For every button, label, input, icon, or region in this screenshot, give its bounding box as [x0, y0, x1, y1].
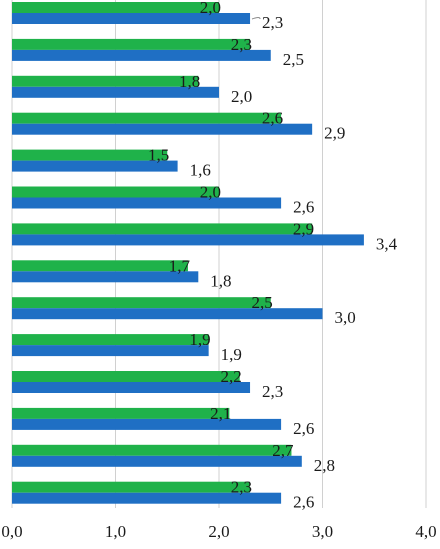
bar-green	[12, 481, 251, 493]
bar-blue	[12, 234, 364, 246]
data-label-blue: 2,6	[293, 493, 314, 512]
x-tick-label: 2,0	[208, 522, 229, 541]
data-label-green: 2,1	[210, 404, 231, 423]
bar-blue	[12, 492, 282, 504]
bar-blue	[12, 382, 251, 393]
data-label-green: 2,9	[293, 219, 314, 238]
bar-blue	[12, 123, 313, 135]
data-label-green: 2,7	[272, 441, 294, 460]
data-label-green: 2,3	[231, 478, 252, 497]
x-tick-label: 0,0	[1, 522, 22, 541]
bar-green	[12, 407, 230, 419]
data-label-green: 1,9	[189, 330, 210, 349]
bar-green	[12, 260, 188, 272]
data-label-blue: 2,0	[231, 87, 252, 106]
data-label-blue: 1,8	[210, 271, 231, 290]
bar-blue	[12, 197, 282, 209]
bar-green	[12, 186, 219, 198]
bar-green	[12, 223, 313, 235]
data-labels: 2,02,32,32,51,82,02,62,91,51,62,02,62,93…	[148, 0, 398, 512]
data-label-blue: 2,9	[324, 124, 345, 143]
bar-green	[12, 75, 199, 87]
data-label-blue: 2,3	[262, 382, 283, 401]
bar-green	[12, 334, 209, 346]
leader-line	[251, 17, 261, 20]
bar-blue	[12, 271, 199, 283]
data-label-green: 2,6	[262, 109, 283, 128]
data-label-blue: 3,4	[376, 234, 398, 253]
data-label-blue: 2,8	[314, 456, 335, 475]
data-label-blue: 2,6	[293, 198, 314, 217]
data-label-blue: 1,9	[221, 345, 242, 364]
data-label-green: 1,5	[148, 146, 169, 165]
data-label-green: 2,3	[231, 35, 252, 54]
bar-blue	[12, 49, 271, 61]
bar-blue	[12, 13, 251, 24]
bar-green	[12, 297, 271, 309]
bar-blue	[12, 418, 282, 430]
bar-blue	[12, 345, 209, 357]
x-axis-tick-labels: 0,0 1,0 2,0 3,0 4,0	[1, 522, 436, 541]
data-label-green: 2,0	[200, 183, 221, 202]
data-label-blue: 2,6	[293, 419, 314, 438]
leader-lines	[251, 17, 261, 20]
bar-green	[12, 38, 251, 50]
x-tick-label: 3,0	[312, 522, 333, 541]
bar-green	[12, 371, 240, 382]
bar-green	[12, 149, 168, 161]
bar-blue	[12, 86, 219, 98]
bar-green	[12, 444, 292, 456]
data-label-blue: 2,3	[262, 13, 283, 32]
bar-blue	[12, 455, 302, 467]
data-label-green: 1,7	[169, 256, 191, 275]
bar-green	[12, 112, 282, 124]
data-label-blue: 1,6	[190, 161, 211, 180]
x-tick-label: 4,0	[415, 522, 436, 541]
data-label-green: 2,5	[252, 293, 273, 312]
data-label-blue: 3,0	[335, 308, 356, 327]
data-label-blue: 2,5	[283, 50, 304, 69]
bar-green	[12, 2, 219, 13]
bar-blue	[12, 160, 178, 172]
data-label-green: 2,0	[200, 0, 221, 17]
x-tick-label: 1,0	[105, 522, 126, 541]
data-label-green: 1,8	[179, 72, 200, 91]
bars	[12, 2, 364, 504]
bar-blue	[12, 308, 323, 320]
data-label-green: 2,2	[220, 367, 241, 386]
